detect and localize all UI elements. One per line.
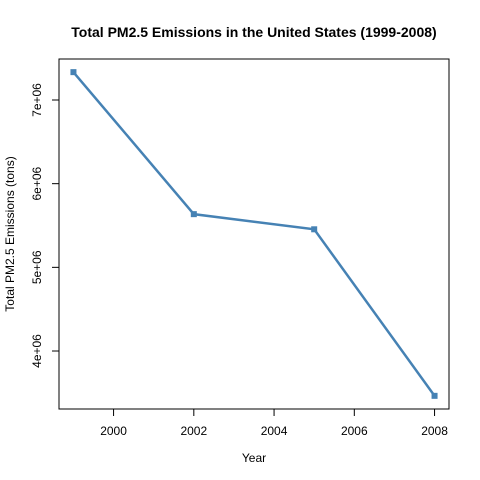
series-layer bbox=[70, 69, 438, 399]
x-tick-label: 2002 bbox=[180, 424, 207, 438]
x-tick-label: 2006 bbox=[341, 424, 368, 438]
y-tick-label: 7e+06 bbox=[30, 83, 44, 117]
y-axis-label: Total PM2.5 Emissions (tons) bbox=[3, 156, 17, 311]
y-tick-label: 4e+06 bbox=[30, 334, 44, 368]
x-axis: 2000 2002 2004 2006 2008 bbox=[100, 409, 448, 438]
data-point bbox=[311, 226, 318, 233]
x-tick-label: 2008 bbox=[421, 424, 448, 438]
x-tick-label: 2000 bbox=[100, 424, 127, 438]
x-axis-label: Year bbox=[242, 451, 266, 465]
data-point bbox=[70, 69, 77, 76]
series-line bbox=[72, 71, 436, 397]
y-axis: 4e+06 5e+06 6e+06 7e+06 bbox=[30, 83, 59, 368]
plot-frame bbox=[58, 58, 450, 410]
data-point bbox=[431, 392, 438, 399]
y-tick-label: 6e+06 bbox=[30, 166, 44, 200]
chart-title: Total PM2.5 Emissions in the United Stat… bbox=[71, 24, 436, 40]
y-tick-label: 5e+06 bbox=[30, 250, 44, 284]
x-tick-label: 2004 bbox=[261, 424, 288, 438]
data-point bbox=[190, 211, 197, 218]
